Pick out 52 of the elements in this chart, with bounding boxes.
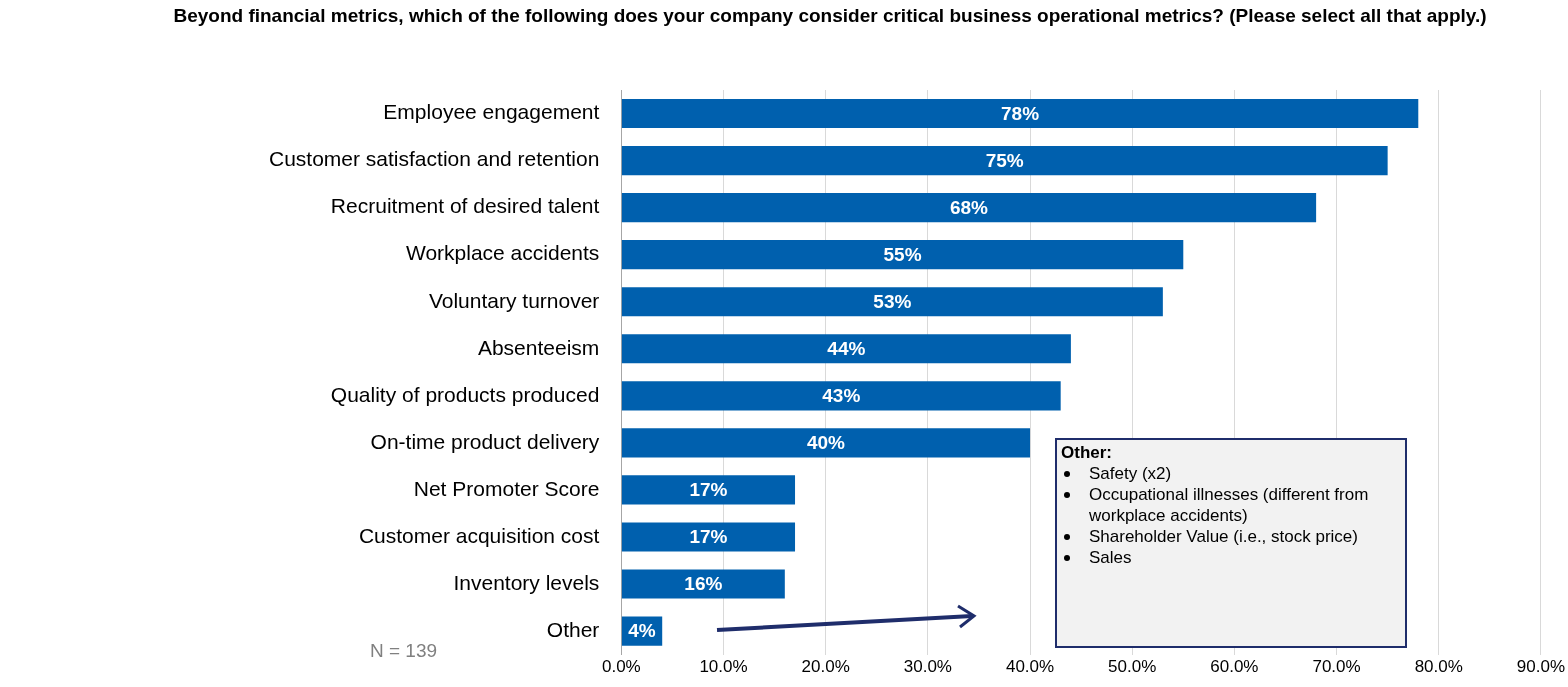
chart-title: Beyond financial metrics, which of the following does your company consider critical business operational metrics? (Please select all that apply.)	[172, 4, 1488, 28]
bar	[621, 193, 1317, 223]
y-tick-label: Employee engagement	[383, 100, 600, 124]
x-tick-label: 30.0%	[903, 657, 952, 677]
y-tick-label: Inventory levels	[453, 570, 600, 594]
data-label: 43%	[822, 385, 861, 407]
data-label: 53%	[873, 290, 912, 312]
bar	[621, 475, 796, 505]
x-tick-label: 20.0%	[801, 657, 850, 677]
x-tick-label: 0.0%	[601, 657, 641, 677]
bar	[621, 145, 1388, 176]
data-label: 16%	[684, 573, 723, 595]
y-tick-label: Recruitment of desired talent	[330, 194, 600, 218]
y-tick-label: Workplace accidents	[405, 241, 600, 265]
data-label: 68%	[949, 196, 989, 218]
bar	[621, 287, 1163, 317]
x-tick-label: 50.0%	[1108, 657, 1157, 677]
x-tick-label: 70.0%	[1312, 657, 1361, 677]
data-label: 4%	[628, 620, 656, 642]
text: N = 139	[370, 640, 438, 662]
annotation: Sales	[1089, 548, 1132, 567]
y-tick-label: Net Promoter Score	[413, 476, 600, 500]
annotation: Shareholder Value (i.e., stock price)	[1089, 527, 1358, 546]
bar	[621, 334, 1071, 364]
data-label: 78%	[1001, 102, 1040, 124]
y-tick-label: On-time product delivery	[370, 429, 600, 453]
x-tick-label: 60.0%	[1210, 657, 1259, 677]
bar	[621, 240, 1184, 270]
x-tick-label: 90.0%	[1516, 657, 1565, 677]
y-tick-label: Voluntary turnover	[428, 288, 600, 312]
x-tick-label: 40.0%	[1005, 657, 1055, 677]
data-label: 55%	[883, 243, 922, 265]
data-label: 75%	[985, 149, 1024, 171]
bar	[621, 428, 1031, 458]
bar	[621, 381, 1061, 411]
data-label: 17%	[689, 526, 728, 548]
y-tick-label: Customer acquisition cost	[358, 523, 600, 547]
bar	[621, 98, 1419, 129]
bar	[621, 569, 785, 599]
data-label: 44%	[827, 338, 866, 360]
annotation: Occupational illnesses (different from workplace accidents)	[1089, 485, 1369, 525]
annotation: Other:	[1061, 442, 1113, 463]
data-label: 17%	[689, 479, 728, 501]
y-tick-label: Customer satisfaction and retention	[269, 147, 600, 171]
annotation: Safety (x2)	[1089, 464, 1172, 483]
x-tick-label: 10.0%	[699, 657, 748, 677]
y-tick-label: Other	[546, 617, 600, 641]
y-tick-label: Quality of products produced	[330, 382, 600, 406]
data-label: 40%	[806, 432, 846, 454]
y-tick-label: Absenteeism	[477, 335, 600, 359]
x-tick-label: 80.0%	[1414, 657, 1463, 677]
bar	[621, 522, 796, 552]
